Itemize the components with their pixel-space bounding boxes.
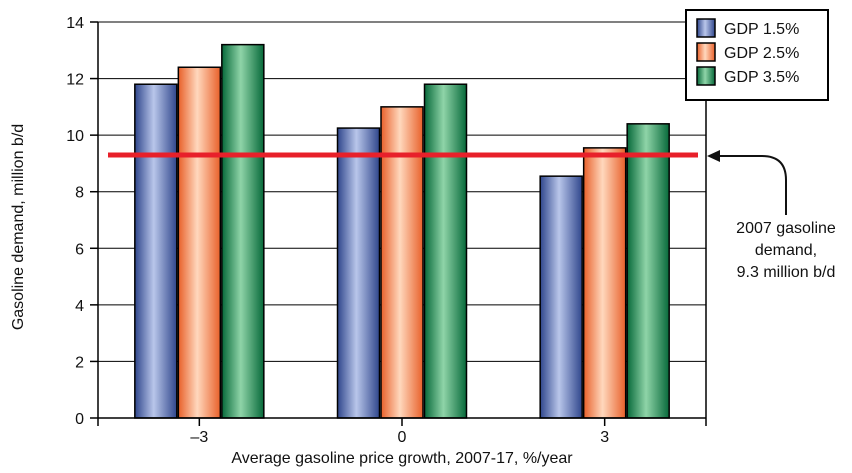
y-tick-label: 0 — [75, 411, 84, 428]
x-tick-labels: –3 0 3 — [190, 429, 609, 446]
bars — [134, 43, 670, 419]
annotation-line-1: 2007 gasoline — [736, 220, 836, 237]
legend-label: GDP 1.5% — [724, 21, 799, 38]
annotation-arrow — [718, 155, 787, 215]
y-tick-label: 12 — [66, 72, 84, 89]
legend-label: GDP 3.5% — [724, 69, 799, 86]
annotation-line-2: demand, — [755, 242, 817, 259]
legend-label: GDP 2.5% — [724, 45, 799, 62]
y-tick-label: 6 — [75, 241, 84, 258]
legend-swatch — [696, 66, 716, 86]
legend: GDP 1.5% GDP 2.5% GDP 3.5% — [685, 9, 829, 101]
y-tick-label: 10 — [66, 128, 84, 145]
bar — [539, 175, 583, 419]
y-axis-label: Gasoline demand, million b/d — [10, 124, 27, 330]
y-tick-label: 2 — [75, 354, 84, 371]
bar — [336, 127, 381, 419]
annotation-line-3: 9.3 million b/d — [737, 264, 836, 281]
x-tick-label: –3 — [190, 429, 208, 446]
arrowhead-icon — [707, 150, 720, 162]
bar — [221, 43, 265, 419]
bar — [582, 147, 627, 419]
bar — [626, 123, 670, 419]
legend-swatch — [696, 18, 716, 38]
y-tick-labels: 0 2 4 6 8 10 12 14 — [66, 15, 84, 428]
x-axis-label: Average gasoline price growth, 2007-17, … — [231, 450, 573, 467]
x-tick-label: 0 — [398, 429, 407, 446]
legend-swatch — [696, 42, 716, 62]
y-tick-label: 8 — [75, 185, 84, 202]
bar — [134, 83, 178, 419]
reference-annotation: 2007 gasoline demand, 9.3 million b/d — [707, 150, 836, 281]
y-tick-label: 14 — [66, 15, 84, 32]
bar — [177, 66, 222, 419]
y-tick-label: 4 — [75, 298, 84, 315]
x-tick-label: 3 — [600, 429, 609, 446]
bar — [423, 83, 468, 419]
